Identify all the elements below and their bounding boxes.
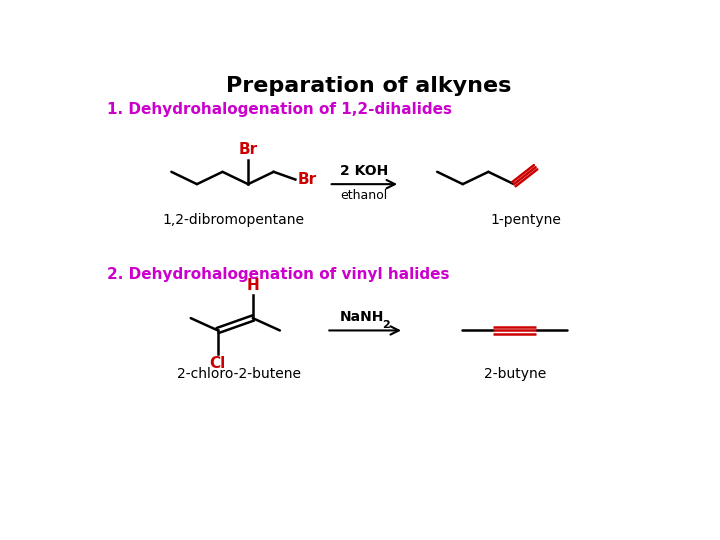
Text: 1-pentyne: 1-pentyne bbox=[491, 213, 562, 227]
Text: ethanol: ethanol bbox=[341, 189, 388, 202]
Text: 2-butyne: 2-butyne bbox=[484, 367, 546, 381]
Text: 2: 2 bbox=[382, 320, 390, 330]
Text: Preparation of alkynes: Preparation of alkynes bbox=[226, 76, 512, 96]
Text: 2. Dehydrohalogenation of vinyl halides: 2. Dehydrohalogenation of vinyl halides bbox=[107, 267, 449, 281]
Text: 1,2-dibromopentane: 1,2-dibromopentane bbox=[163, 213, 305, 227]
Text: 2-chloro-2-butene: 2-chloro-2-butene bbox=[177, 367, 301, 381]
Text: 1. Dehydrohalogenation of 1,2-dihalides: 1. Dehydrohalogenation of 1,2-dihalides bbox=[107, 102, 452, 117]
Text: 2 KOH: 2 KOH bbox=[341, 164, 389, 178]
Text: Cl: Cl bbox=[210, 356, 226, 371]
Text: H: H bbox=[246, 278, 259, 293]
Text: NaNH: NaNH bbox=[340, 310, 384, 325]
Text: Br: Br bbox=[297, 172, 317, 187]
Text: Br: Br bbox=[238, 142, 258, 157]
